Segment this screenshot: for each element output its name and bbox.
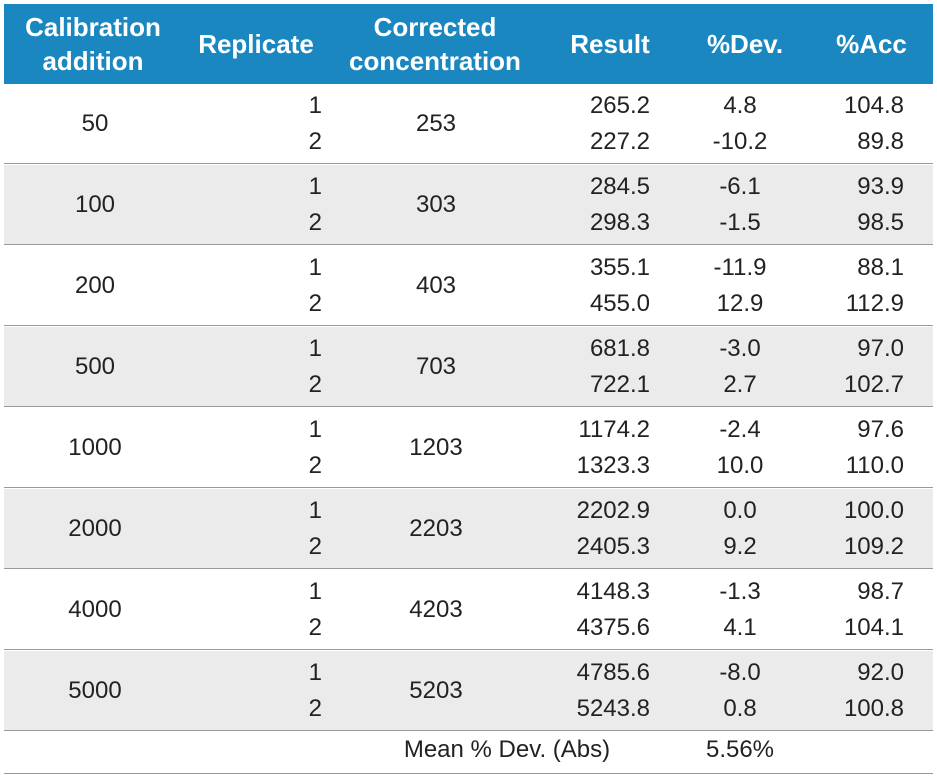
result-cell: 1174.2 [578,416,650,443]
replicate-cell: 2 [308,695,322,722]
replicate-cell: 2 [308,452,322,479]
dev-cell: 4.8 [723,92,757,119]
dev-cell: 10.0 [716,452,764,479]
dev-cell: 0.8 [723,695,757,722]
replicate-cell: 1 [308,416,322,443]
header-corrected-concentration: Corrected concentration [349,12,521,76]
result-cell: 681.8 [589,335,650,362]
result-cell: 355.1 [589,254,650,281]
table-row-group: 1000 1203 1 1174.2 -2.4 97.6 2 1323.3 10.0 110.0 [4,408,933,488]
replicate-cell: 2 [308,128,322,155]
acc-cell: 88.1 [857,254,904,281]
replicate-cell: 2 [308,533,322,560]
acc-cell: 97.0 [857,335,904,362]
replicate-cell: 2 [308,371,322,398]
replicate-cell: 1 [308,254,322,281]
acc-cell: 100.0 [843,497,904,524]
calibration-addition-cell: 1000 [68,434,122,461]
replicate-cell: 1 [308,335,322,362]
header-result: Result [570,29,650,59]
dev-cell: 4.1 [723,614,757,641]
acc-cell: 104.8 [843,92,904,119]
replicate-cell: 1 [308,173,322,200]
corrected-concentration-cell: 5203 [409,677,463,704]
dev-cell: 12.9 [716,290,764,317]
table-row-group: 50 253 1 265.2 4.8 104.8 2 227.2 -10.2 89.8 [4,84,933,164]
calibration-addition-cell: 5000 [68,677,122,704]
result-cell: 4375.6 [576,614,650,641]
corrected-concentration-cell: 303 [415,191,457,218]
acc-cell: 98.7 [857,578,904,605]
acc-cell: 98.5 [857,209,904,236]
calibration-addition-cell: 200 [74,272,116,299]
acc-cell: 93.9 [857,173,904,200]
result-cell: 4148.3 [576,578,650,605]
replicate-cell: 1 [308,92,322,119]
acc-cell: 89.8 [857,128,904,155]
calibration-addition-cell: 4000 [68,596,122,623]
dev-cell: -2.4 [719,416,761,443]
result-cell: 2202.9 [576,497,650,524]
acc-cell: 110.0 [845,452,904,479]
acc-cell: 112.9 [845,290,904,317]
dev-cell: -10.2 [712,128,768,155]
table-header: Calibration addition Replicate Corrected… [4,4,933,84]
replicate-cell: 1 [308,497,322,524]
dev-cell: -1.5 [719,209,761,236]
replicate-cell: 1 [308,659,322,686]
corrected-concentration-cell: 1203 [409,434,463,461]
corrected-concentration-cell: 403 [415,272,457,299]
mean-dev-label: Mean % Dev. (Abs) [403,736,611,763]
acc-cell: 100.8 [843,695,904,722]
result-cell: 4785.6 [576,659,650,686]
result-cell: 2405.3 [576,533,650,560]
dev-cell: -6.1 [719,173,761,200]
result-cell: 227.2 [589,128,650,155]
replicate-cell: 1 [308,578,322,605]
result-cell: 455.0 [589,290,650,317]
dev-cell: -3.0 [719,335,761,362]
table-footer: Mean % Dev. (Abs) 5.56% [4,730,933,774]
corrected-concentration-cell: 703 [415,353,457,380]
dev-cell: -8.0 [719,659,761,686]
table-row-group: 5000 5203 1 4785.6 -8.0 92.0 2 5243.8 0.8 100.8 [4,651,933,731]
header-dev: %Dev. [706,29,784,59]
result-cell: 1323.3 [576,452,650,479]
replicate-cell: 2 [308,290,322,317]
result-cell: 722.1 [589,371,650,398]
dev-cell: 9.2 [723,533,757,560]
result-cell: 284.5 [589,173,650,200]
acc-cell: 104.1 [843,614,904,641]
calibration-addition-cell: 100 [74,191,116,218]
table-row-group: 2000 2203 1 2202.9 0.0 100.0 2 2405.3 9.2 109.2 [4,489,933,569]
header-calibration-addition: Calibration addition [25,12,161,76]
acc-cell: 109.2 [843,533,904,560]
table-row-group: 200 403 1 355.1 -11.9 88.1 2 455.0 12.9 112.9 [4,246,933,326]
dev-cell: -11.9 [713,254,767,281]
result-cell: 5243.8 [576,695,650,722]
table-row-group: 4000 4203 1 4148.3 -1.3 98.7 2 4375.6 4.1 104.1 [4,570,933,650]
corrected-concentration-cell: 253 [415,110,457,137]
corrected-concentration-cell: 2203 [409,515,463,542]
table-row-group: 500 703 1 681.8 -3.0 97.0 2 722.1 2.7 102.7 [4,327,933,407]
header-acc: %Acc [836,29,907,59]
result-cell: 265.2 [589,92,650,119]
dev-cell: -1.3 [719,578,761,605]
table-row-group: 100 303 1 284.5 -6.1 93.9 2 298.3 -1.5 98.5 [4,165,933,245]
mean-dev-value: 5.56% [705,736,775,763]
dev-cell: 2.7 [723,371,757,398]
dev-cell: 0.0 [723,497,757,524]
acc-cell: 102.7 [843,371,904,398]
result-cell: 298.3 [589,209,650,236]
replicate-cell: 2 [308,209,322,236]
header-replicate: Replicate [198,29,314,59]
calibration-addition-cell: 2000 [68,515,122,542]
calibration-addition-cell: 50 [81,110,109,137]
acc-cell: 92.0 [857,659,904,686]
corrected-concentration-cell: 4203 [409,596,463,623]
replicate-cell: 2 [308,614,322,641]
calibration-addition-cell: 500 [74,353,116,380]
acc-cell: 97.6 [857,416,904,443]
